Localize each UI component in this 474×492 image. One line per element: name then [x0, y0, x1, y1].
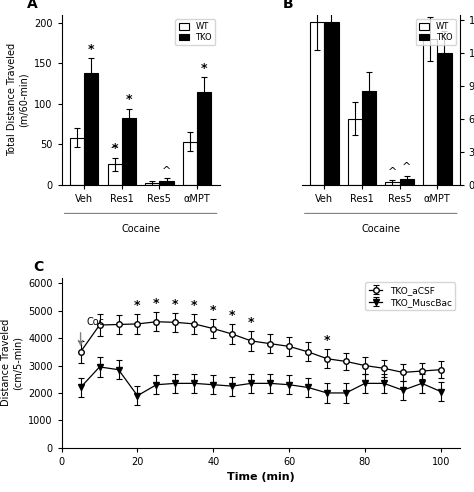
Text: ^: ^	[402, 162, 411, 173]
Text: A: A	[27, 0, 37, 11]
Text: *: *	[229, 309, 236, 322]
Bar	[423, 39, 437, 184]
Legend: WT, TKO: WT, TKO	[416, 19, 456, 45]
Bar	[145, 183, 159, 184]
Text: Coc: Coc	[86, 317, 104, 327]
Text: *: *	[88, 43, 95, 56]
X-axis label: Time (min): Time (min)	[227, 472, 294, 482]
Bar	[385, 183, 400, 184]
Bar	[400, 179, 414, 184]
Bar	[70, 138, 84, 184]
Text: *: *	[210, 304, 217, 317]
Text: *: *	[324, 334, 330, 347]
Bar	[310, 23, 324, 184]
Bar	[84, 73, 99, 184]
Text: Cocaine: Cocaine	[361, 223, 400, 234]
Text: ^: ^	[110, 146, 119, 155]
Bar	[324, 23, 338, 184]
Text: B: B	[283, 0, 293, 11]
Bar	[197, 92, 211, 184]
Text: *: *	[172, 298, 179, 310]
Text: *: *	[134, 299, 141, 312]
Text: *: *	[191, 299, 198, 312]
Text: ^: ^	[388, 167, 397, 177]
Legend: TKO_aCSF, TKO_MuscBac: TKO_aCSF, TKO_MuscBac	[365, 282, 455, 310]
Bar	[347, 119, 362, 184]
Text: *: *	[248, 316, 255, 329]
Bar	[108, 164, 122, 184]
Y-axis label: Total Distance Traveled
(m/60-min): Total Distance Traveled (m/60-min)	[7, 43, 28, 156]
Text: C: C	[34, 260, 44, 274]
Legend: WT, TKO: WT, TKO	[175, 19, 216, 45]
Bar	[183, 142, 197, 184]
Text: ^: ^	[162, 166, 171, 176]
Bar	[362, 92, 376, 184]
Bar	[437, 53, 452, 184]
Text: *: *	[111, 143, 118, 155]
Text: *: *	[201, 62, 208, 75]
Bar	[122, 118, 136, 184]
Bar	[159, 181, 174, 184]
Text: *: *	[153, 297, 160, 310]
Text: *: *	[126, 93, 132, 106]
Y-axis label: Distance Traveled
(cm/5-min): Distance Traveled (cm/5-min)	[1, 319, 22, 406]
Text: Cocaine: Cocaine	[121, 223, 160, 234]
